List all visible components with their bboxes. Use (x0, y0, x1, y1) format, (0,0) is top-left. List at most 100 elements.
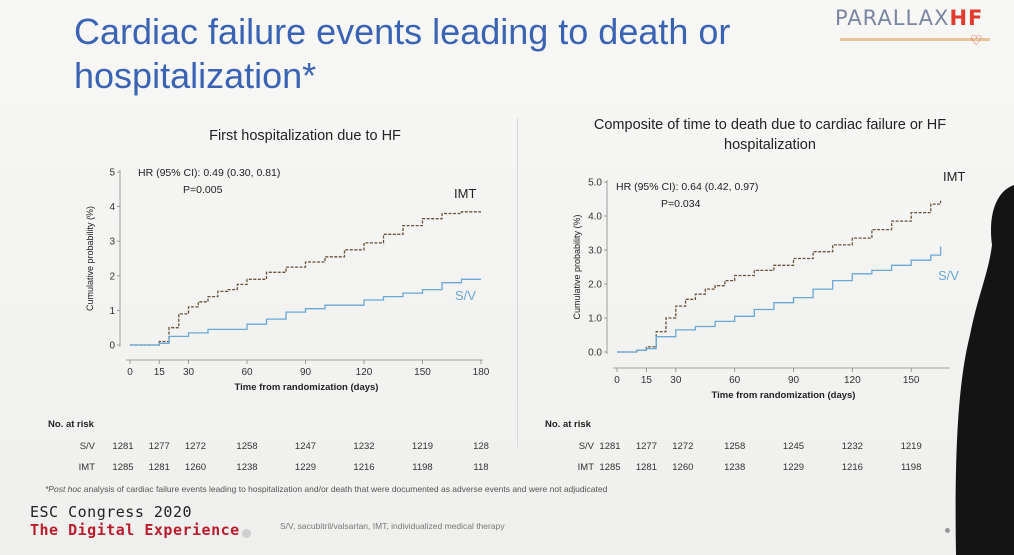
chart1-series-sv-label: S/V (455, 288, 476, 303)
chart1-risk-row-label: S/V (80, 441, 96, 452)
chart2-x-tick-label: 150 (903, 375, 920, 386)
chart1-risk-value: 1272 (185, 441, 206, 452)
chart1-p-value: P=0.005 (183, 184, 223, 196)
chart2-risk-row-label: IMT (578, 462, 595, 473)
chart2-y-tick-label: 0.0 (588, 348, 602, 359)
chart1-y-tick-label: 3 (109, 237, 115, 248)
esc-dot-icon (242, 529, 251, 538)
chart1-risk-value: 1229 (295, 462, 316, 473)
chart2-risk-value: 1258 (724, 441, 745, 452)
chart2: 0.0 1.0 2.0 3.0 4.0 5.0 0 15 30 60 90 120 150 Time fr… (545, 169, 965, 473)
chart2-x-tick-label: 0 (614, 375, 620, 386)
chart1-risk-value: 1219 (412, 441, 433, 452)
chart2-x-tick-label: 120 (844, 375, 861, 386)
chart1-x-tick-label: 150 (414, 367, 431, 378)
chart2-series-imt-label: IMT (943, 169, 965, 184)
chart2-x-tick-label: 90 (788, 375, 800, 386)
chart1-risk-value: 1285 (112, 462, 133, 473)
chart2-risk-value: 1219 (901, 441, 922, 452)
chart2-title: Composite of time to death due to cardia… (593, 117, 947, 153)
speaker-silhouette (955, 185, 1014, 555)
chart1-x-tick-label: 30 (183, 367, 195, 378)
chart2-series-imt-line (617, 200, 942, 353)
chart1-y-tick-label: 0 (109, 341, 115, 352)
conference-name: ESC Congress 2020 (30, 503, 193, 521)
chart2-risk-value: 1245 (783, 441, 804, 452)
chart2-risk-value: 1285 (599, 462, 620, 473)
chart2-risk-row-label: S/V (579, 441, 595, 452)
chart2-risk-value: 1198 (901, 462, 921, 473)
chart1-x-tick-label: 15 (154, 367, 166, 378)
chart1-risk-value: 1258 (236, 441, 257, 452)
conference-subtitle: The Digital Experience (30, 521, 240, 539)
chart2-x-axis-label: Time from randomization (days) (712, 390, 856, 401)
slide-title: Cardiac failure events leading to death … (74, 11, 731, 96)
chart1-y-tick-label: 2 (109, 271, 115, 282)
logo-ecg-line (840, 38, 990, 41)
chart1-series-imt-label: IMT (454, 186, 476, 201)
chart2-y-tick-label: 2.0 (588, 280, 602, 291)
chart2-risk-value: 1238 (724, 462, 745, 473)
logo-accent-text: HF (949, 6, 984, 30)
chart1-x-axis-label: Time from randomization (days) (235, 382, 379, 393)
chart2-y-tick-label: 5.0 (588, 178, 602, 189)
footnote-prefix: *Post hoc (45, 484, 82, 494)
chart1-y-axis-label: Cumulative probability (%) (85, 206, 95, 311)
chart1-x-tick-label: 0 (127, 367, 133, 378)
chart1-x-tick-label: 90 (300, 367, 312, 378)
chart2-risk-value: 1232 (842, 441, 863, 452)
chart1-x-tick-label: 180 (473, 367, 490, 378)
chart2-p-value: P=0.034 (661, 198, 701, 210)
chart1-risk-value: 1260 (185, 462, 206, 473)
chart2-risk-value: 1281 (636, 462, 657, 473)
chart1-risk-table-heading: No. at risk (48, 419, 95, 430)
chart1-series-imt-line (130, 211, 481, 346)
chart-divider (517, 118, 518, 448)
chart2-x-tick-label: 60 (729, 375, 741, 386)
chart2-series-sv-line (617, 246, 942, 353)
chart2-risk-value: 1216 (842, 462, 863, 473)
chart1-risk-value: 1198 (412, 462, 432, 473)
footnote: *Post hoc analysis of cardiac failure ev… (45, 484, 607, 494)
chart1-risk-value: 1247 (295, 441, 316, 452)
heart-icon: ♡ (970, 32, 983, 48)
chart1-y-tick-label: 5 (109, 168, 115, 179)
nav-dot-icon[interactable] (945, 528, 950, 533)
chart2-x-tick-label: 15 (641, 375, 653, 386)
chart1-risk-value: 128 (473, 441, 489, 452)
chart2-x-tick-label: 30 (670, 375, 682, 386)
chart1-title: First hospitalization due to HF (209, 128, 401, 144)
chart1-x-tick-label: 60 (241, 367, 253, 378)
chart1-x-tick-label: 120 (356, 367, 373, 378)
parallax-hf-logo: PARALLAXHF (835, 6, 983, 30)
chart1-hr-annotation: HR (95% CI): 0.49 (0.30, 0.81) (138, 167, 280, 179)
chart1-series-sv-line (130, 278, 481, 346)
chart2-y-axis-label: Cumulative probability (%) (572, 214, 582, 319)
chart2-series-sv-label: S/V (938, 268, 959, 283)
chart2-y-tick-label: 1.0 (588, 314, 602, 325)
chart1-risk-value: 1232 (353, 441, 374, 452)
chart1-risk-value: 1238 (236, 462, 257, 473)
chart2-risk-value: 1277 (636, 441, 657, 452)
chart1-risk-value: 1216 (353, 462, 374, 473)
footnote-text: analysis of cardiac failure events leadi… (81, 484, 608, 494)
chart2-y-tick-label: 3.0 (588, 246, 602, 257)
chart1-y-tick-label: 1 (109, 306, 115, 317)
abbreviations: S/V, sacubitril/valsartan, IMT, individu… (280, 521, 505, 531)
chart2-risk-value: 1229 (783, 462, 804, 473)
chart1-risk-value: 1281 (112, 441, 133, 452)
chart1: 0 1 2 3 4 5 0 15 30 60 90 120 150 180 Time from random… (48, 167, 490, 473)
chart2-y-tick-label: 4.0 (588, 212, 602, 223)
chart1-risk-value: 1281 (149, 462, 170, 473)
chart2-hr-annotation: HR (95% CI): 0.64 (0.42, 0.97) (616, 181, 758, 193)
chart2-risk-table-heading: No. at risk (545, 419, 592, 430)
chart1-y-tick-label: 4 (109, 202, 115, 213)
chart1-risk-value: 118 (473, 462, 488, 473)
chart1-risk-value: 1277 (149, 441, 170, 452)
chart2-risk-value: 1272 (672, 441, 693, 452)
logo-main-text: PARALLAX (835, 6, 950, 30)
chart1-risk-row-label: IMT (79, 462, 96, 473)
chart2-risk-value: 1260 (672, 462, 693, 473)
chart2-risk-value: 1281 (599, 441, 620, 452)
